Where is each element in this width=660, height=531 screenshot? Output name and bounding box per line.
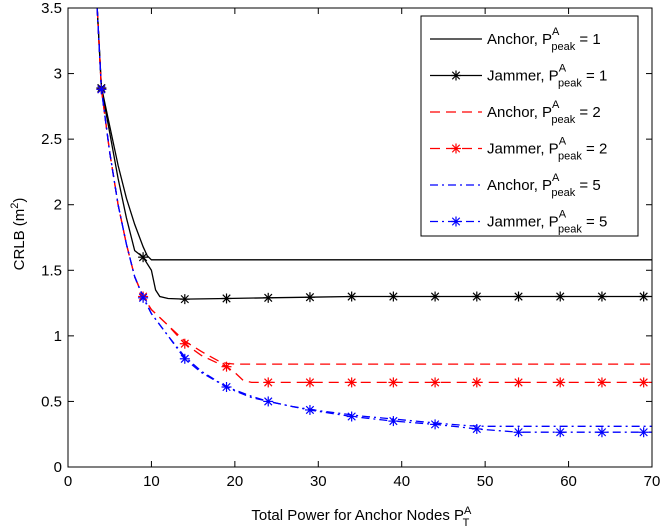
series-line-1 — [96, 8, 652, 261]
series-6-marker — [304, 404, 315, 415]
legend: Anchor, PA peak = 1 Jammer, PA peak = 1 Anch… — [420, 15, 639, 237]
y-tick-label: 2 — [54, 197, 62, 214]
series-2-marker — [346, 291, 357, 302]
x-tick-label: 20 — [227, 473, 244, 490]
plot-lines — [96, 8, 652, 433]
legend-label-2: Jammer, PA peak = 1 — [487, 63, 607, 90]
series-line-4 — [96, 8, 652, 384]
series-4-marker — [263, 377, 274, 388]
legend-box — [420, 15, 639, 237]
series-6-marker — [513, 427, 524, 438]
x-tick-label: 40 — [393, 473, 410, 490]
plot-markers — [96, 82, 649, 438]
y-axis-label: CRLB (m2) — [9, 198, 28, 271]
legend-label-4: Jammer, PA peak = 2 — [487, 136, 607, 163]
series-6-marker — [96, 84, 107, 95]
series-4-marker — [555, 377, 566, 388]
series-4-marker — [221, 361, 232, 372]
series-6-marker — [430, 419, 441, 430]
plot-frame — [67, 7, 653, 468]
x-axis-ticks: 0 10 20 30 40 50 60 70 — [64, 8, 660, 490]
series-6-marker — [596, 427, 607, 438]
y-tick-label: 0 — [54, 459, 62, 476]
x-tick-label: 10 — [143, 473, 160, 490]
series-line-6 — [96, 8, 652, 433]
series-4-marker — [346, 377, 357, 388]
series-6-marker — [638, 427, 649, 438]
series-6-marker — [555, 427, 566, 438]
y-tick-label: 3.5 — [41, 0, 62, 17]
series-4-marker — [179, 338, 190, 349]
series-6-marker — [388, 416, 399, 427]
series-6-marker — [263, 396, 274, 407]
legend-marker-6 — [451, 216, 461, 227]
series-2-marker — [596, 291, 607, 302]
x-tick-label: 50 — [477, 473, 494, 490]
series-4-marker — [596, 377, 607, 388]
series-2-marker — [179, 294, 190, 305]
series-2-marker — [304, 292, 315, 303]
series-4-marker — [638, 377, 649, 388]
series-2-marker — [638, 291, 649, 302]
y-tick-label: 3 — [54, 66, 62, 83]
legend-label-1: Anchor, PA peak = 1 — [487, 26, 601, 53]
legend-marker-2 — [451, 70, 461, 81]
series-4-marker — [471, 377, 482, 388]
series-4-marker — [513, 377, 524, 388]
legend-label-3: Anchor, PA peak = 2 — [487, 99, 601, 126]
series-2-marker — [138, 252, 149, 263]
legend-marker-4 — [451, 143, 461, 154]
x-tick-label: 60 — [560, 473, 577, 490]
series-4-marker — [304, 377, 315, 388]
series-6-marker — [179, 353, 190, 364]
x-axis-label: Total Power for Anchor Nodes PA T — [251, 505, 472, 529]
series-4-marker — [430, 377, 441, 388]
x-tick-label: 30 — [310, 473, 327, 490]
series-2-marker — [221, 293, 232, 304]
series-6-marker — [346, 411, 357, 422]
series-2-marker — [513, 291, 524, 302]
series-6-marker — [221, 382, 232, 393]
legend-label-5: Anchor, PA peak = 5 — [487, 172, 601, 199]
x-tick-label: 70 — [644, 473, 660, 490]
series-2-marker — [388, 291, 399, 302]
x-tick-label: 0 — [64, 473, 72, 490]
series-2-marker — [555, 291, 566, 302]
series-2-marker — [471, 291, 482, 302]
series-4-marker — [388, 377, 399, 388]
y-axis-ticks: 0 0.5 1 1.5 2 2.5 3 3.5 — [41, 0, 652, 476]
y-tick-label: 0.5 — [41, 393, 62, 410]
legend-label-6: Jammer, PA peak = 5 — [487, 209, 607, 236]
series-6-marker — [138, 292, 149, 303]
series-2-marker — [430, 291, 441, 302]
series-2-marker — [263, 292, 274, 303]
y-tick-label: 2.5 — [41, 131, 62, 148]
y-tick-label: 1 — [54, 328, 62, 345]
y-tick-label: 1.5 — [41, 262, 62, 279]
series-6-marker — [471, 423, 482, 434]
